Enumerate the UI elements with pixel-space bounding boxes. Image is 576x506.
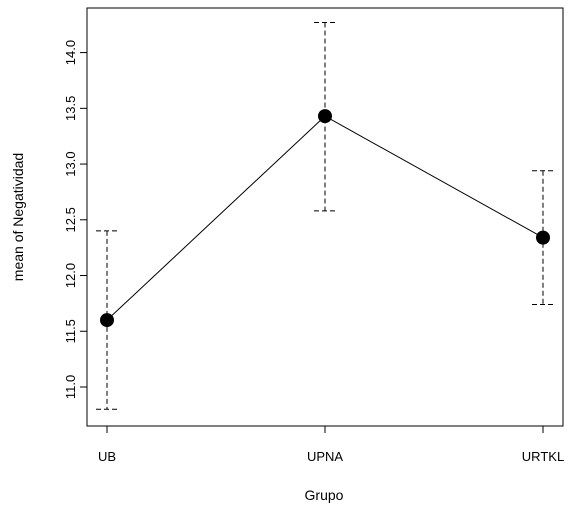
data-point-upna: [318, 109, 332, 124]
y-tick-label-1: 11.5: [63, 319, 78, 343]
data-point-ub: [100, 313, 114, 328]
error-bars: [96, 21, 554, 410]
y-tick-label-3: 12.5: [63, 207, 78, 232]
x-tick-label-0: UB: [98, 449, 116, 464]
data-point-urtkl: [536, 230, 550, 245]
y-tick-label-0: 11.0: [63, 375, 78, 399]
y-tick-label-6: 14.0: [63, 40, 78, 65]
x-tick-label-1: UPNA: [307, 449, 343, 464]
y-tick-label-2: 12.0: [63, 263, 78, 288]
data-points: [100, 109, 550, 328]
y-axis-title: mean of Negatividad: [10, 153, 26, 281]
x-axis: UB UPNA URTKL: [98, 426, 564, 464]
y-tick-label-5: 13.5: [63, 96, 78, 121]
x-axis-title: Grupo: [305, 487, 344, 503]
y-tick-label-4: 13.0: [63, 151, 78, 176]
x-tick-label-2: URTKL: [522, 449, 564, 464]
y-axis: 11.0 11.5 12.0 12.5 13.0 13.5 14.0: [63, 40, 87, 399]
